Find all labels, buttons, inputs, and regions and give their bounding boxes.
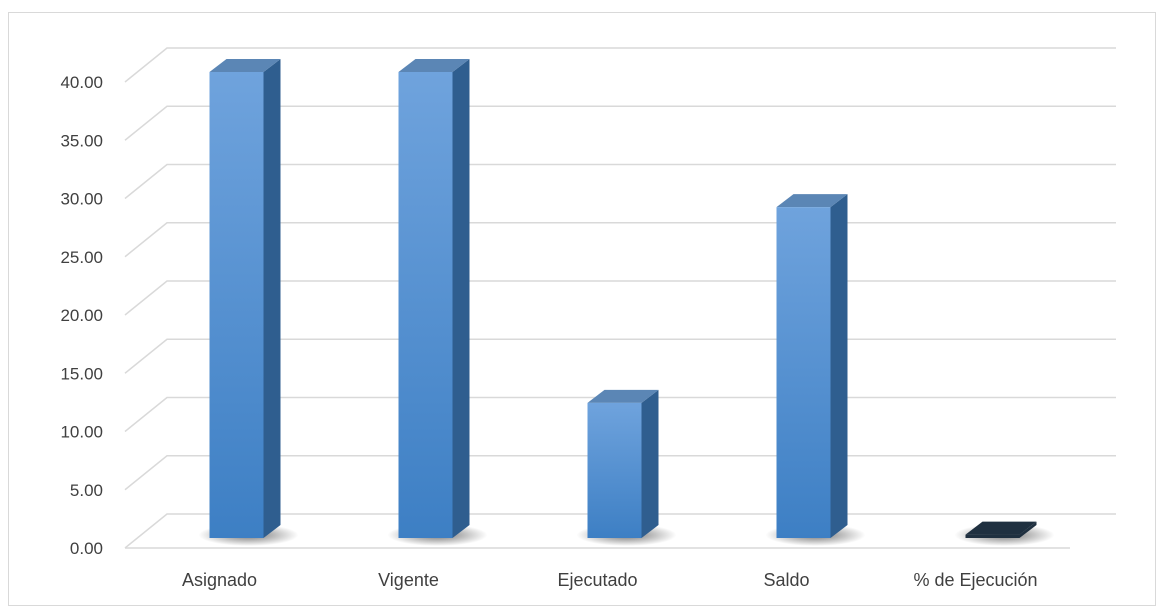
bars <box>209 59 1037 538</box>
bar-top-face <box>776 194 848 208</box>
y-tick-label: 10.00 <box>60 423 103 442</box>
bar <box>965 521 1037 538</box>
y-tick-label: 40.00 <box>60 73 103 92</box>
bar <box>398 59 470 538</box>
bar <box>776 194 848 538</box>
chart-frame <box>8 12 1156 606</box>
bar-top-face <box>209 59 281 72</box>
x-axis-ticks: Asignado Vigente Ejecutado Saldo % de Ejecuc… <box>182 570 1038 590</box>
bar-side-face <box>830 194 848 538</box>
bar-top-face <box>587 389 659 403</box>
bar-front-face <box>587 402 642 538</box>
bar <box>209 59 281 538</box>
bar-front-face <box>776 207 831 538</box>
y-tick-label: 30.00 <box>60 190 103 209</box>
bar-front-face <box>398 72 453 538</box>
gridline <box>124 105 1116 141</box>
y-tick-label: 35.00 <box>60 131 103 150</box>
x-tick-label: Asignado <box>182 570 257 590</box>
bar-top-face <box>398 59 470 72</box>
x-tick-label: % de Ejecución <box>913 570 1037 590</box>
bar-top-face <box>965 521 1037 535</box>
bar-side-face <box>641 389 659 538</box>
bar-side-face <box>452 59 470 538</box>
bar-front-face <box>965 534 1020 538</box>
y-tick-label: 5.00 <box>70 481 103 500</box>
bar-side-face <box>1019 521 1037 538</box>
bar-front-face <box>209 72 264 538</box>
gridline <box>124 163 1116 200</box>
y-axis-ticks: 0.00 5.00 10.00 15.00 20.00 25.00 30.00 35.00 40… <box>60 73 103 558</box>
x-tick-label: Ejecutado <box>557 570 637 590</box>
x-tick-label: Vigente <box>378 570 439 590</box>
y-tick-label: 25.00 <box>60 248 103 267</box>
bar <box>587 389 659 538</box>
bar-side-face <box>263 59 281 538</box>
y-tick-label: 15.00 <box>60 364 103 383</box>
y-tick-label: 0.00 <box>70 539 103 558</box>
gridline <box>124 47 1116 83</box>
x-tick-label: Saldo <box>763 570 809 590</box>
y-tick-label: 20.00 <box>60 306 103 325</box>
